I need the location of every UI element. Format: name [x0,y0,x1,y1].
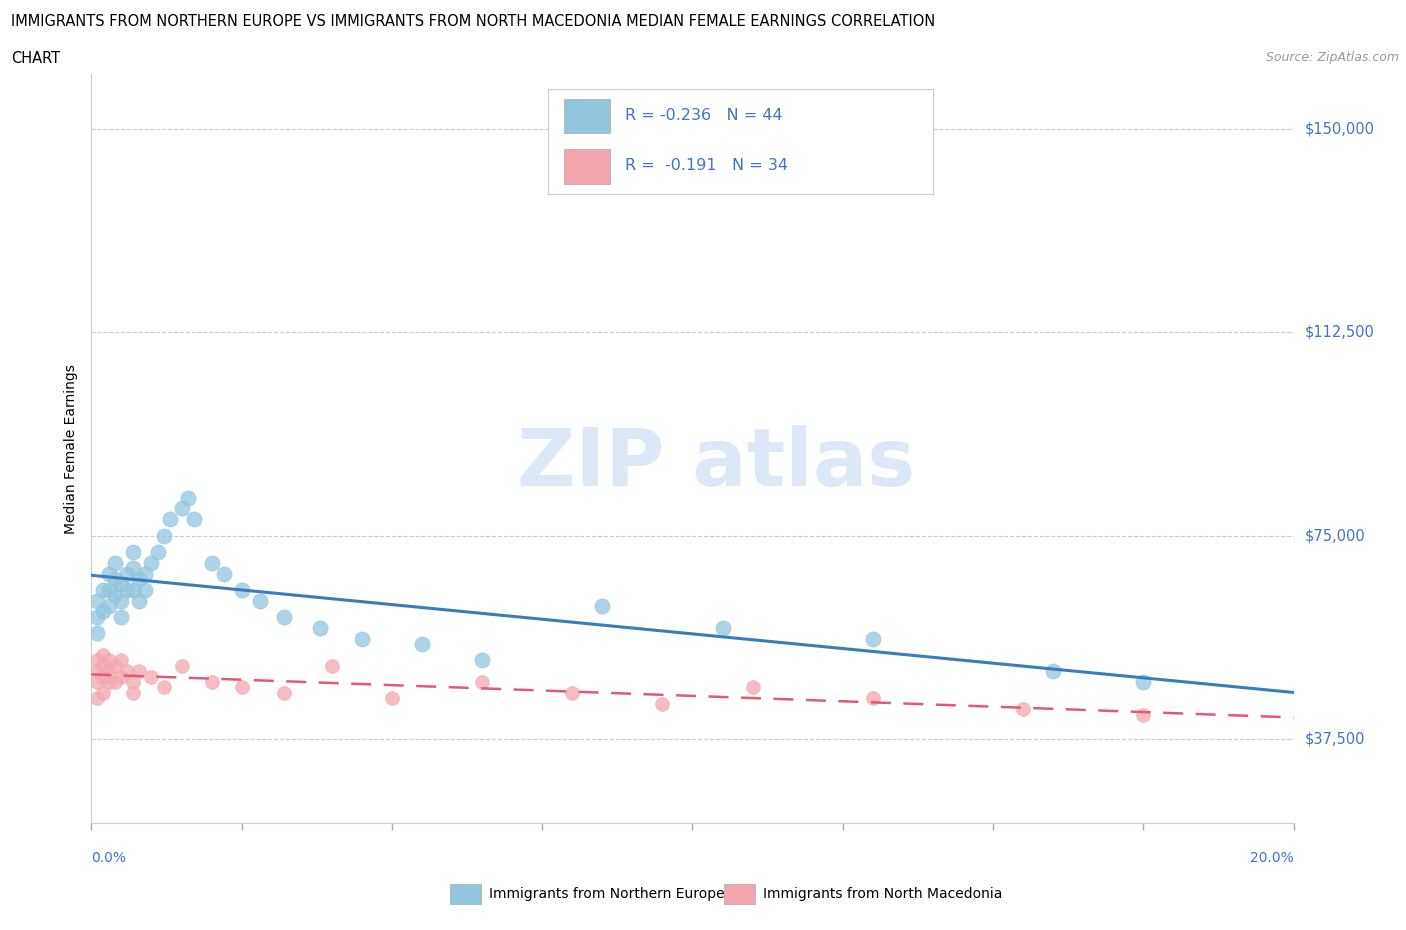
Text: $112,500: $112,500 [1305,325,1375,339]
Point [86,653,108,668]
Point [93,685,115,700]
Point [98,653,121,668]
Point [98,674,121,689]
Point [104,674,127,689]
Point [86,593,108,608]
Point [110,593,132,608]
Point [141,670,163,684]
Point [1132,707,1154,722]
Text: IMMIGRANTS FROM NORTHERN EUROPE VS IMMIGRANTS FROM NORTH MACEDONIA MEDIAN FEMALE: IMMIGRANTS FROM NORTHERN EUROPE VS IMMIG… [11,14,935,29]
Text: Source: ZipAtlas.com: Source: ZipAtlas.com [1265,51,1399,64]
Point [98,599,121,614]
Point [862,691,884,706]
Point [249,593,271,608]
Point [128,664,150,679]
Point [170,501,193,516]
Point [231,680,253,695]
Text: 20.0%: 20.0% [1250,851,1294,865]
Point [122,674,145,689]
Point [122,582,145,597]
Point [104,588,127,603]
Point [711,620,734,635]
Point [104,658,127,673]
Point [110,577,132,591]
Point [141,555,163,570]
Point [231,582,253,597]
Point [591,599,613,614]
Point [110,609,132,624]
Point [117,566,139,581]
Text: Immigrants from Northern Europe: Immigrants from Northern Europe [489,886,725,901]
Point [110,653,132,668]
Point [86,691,108,706]
Point [411,637,433,652]
Point [321,658,343,673]
Point [1132,674,1154,689]
Text: $150,000: $150,000 [1305,121,1375,136]
Point [93,604,115,619]
Point [152,680,174,695]
Point [471,674,494,689]
Point [86,626,108,641]
Point [170,658,193,673]
Point [134,566,156,581]
Point [152,528,174,543]
Point [159,512,181,526]
Text: ZIP atlas: ZIP atlas [517,425,915,503]
Point [93,647,115,662]
Point [122,561,145,576]
Text: 0.0%: 0.0% [91,851,127,865]
Point [128,571,150,587]
Text: Immigrants from North Macedonia: Immigrants from North Macedonia [763,886,1002,901]
Point [86,609,108,624]
Point [862,631,884,646]
Point [122,544,145,559]
Point [1042,664,1064,679]
Point [201,555,224,570]
Point [134,582,156,597]
Point [308,620,330,635]
Point [93,658,115,673]
Point [122,685,145,700]
Point [651,697,673,711]
Point [98,566,121,581]
Text: $75,000: $75,000 [1305,528,1365,543]
Text: $37,500: $37,500 [1305,732,1365,747]
Point [381,691,404,706]
Point [98,664,121,679]
Point [1012,702,1035,717]
Point [104,571,127,587]
Point [741,680,763,695]
Point [212,566,235,581]
Point [117,582,139,597]
Point [128,593,150,608]
Point [110,670,132,684]
Point [350,631,373,646]
Point [201,674,224,689]
Point [561,685,583,700]
Point [86,674,108,689]
Point [86,664,108,679]
Point [93,670,115,684]
Point [183,512,205,526]
Point [98,582,121,597]
Point [117,664,139,679]
Y-axis label: Median Female Earnings: Median Female Earnings [65,364,79,534]
Point [471,653,494,668]
Text: CHART: CHART [11,51,60,66]
Point [176,490,198,505]
Point [104,555,127,570]
Point [146,544,169,559]
Point [93,582,115,597]
Point [273,685,295,700]
Point [273,609,295,624]
